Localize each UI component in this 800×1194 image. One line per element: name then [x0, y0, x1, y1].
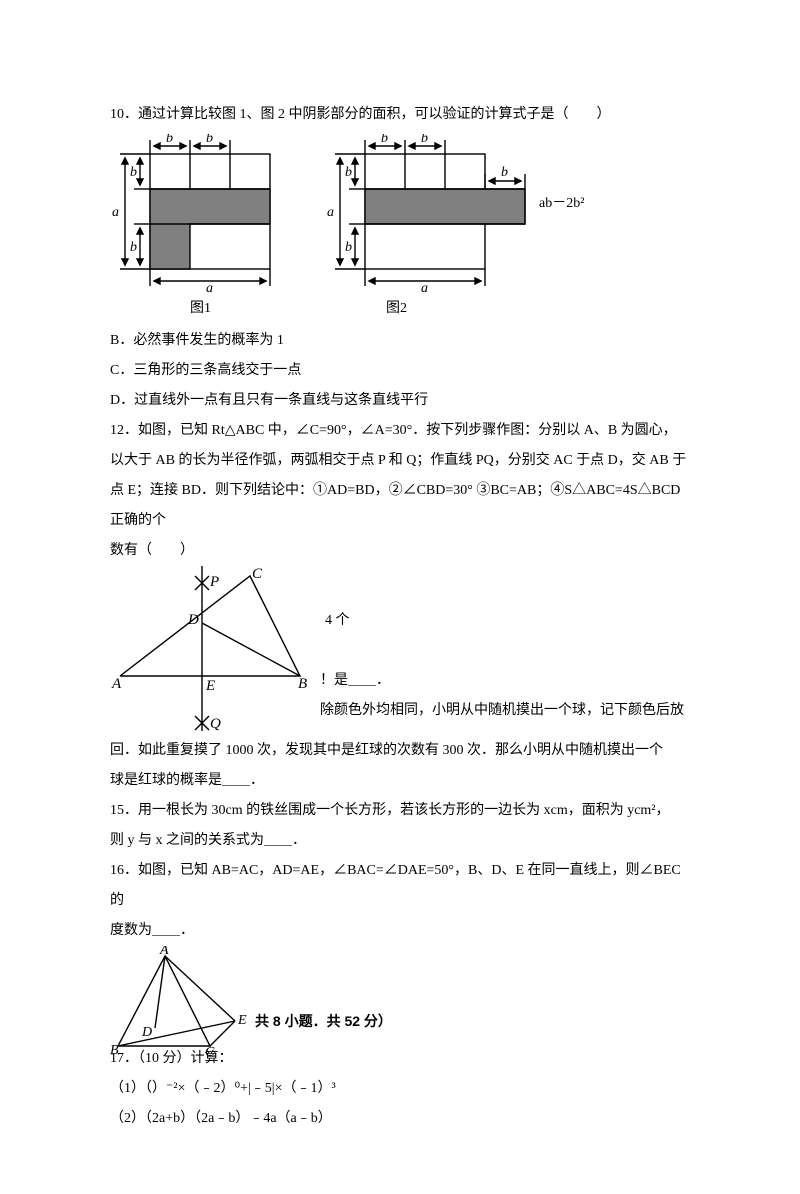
svg-text:b: b: [421, 134, 428, 146]
q16-figure-block: A B C D E 共 8 小题．共 52 分）: [110, 946, 690, 1056]
q16-figure: A B C D E: [110, 946, 260, 1056]
q10-figlabels: 图1 图2: [110, 294, 690, 324]
svg-text:b: b: [206, 134, 213, 146]
lbl-D: D: [187, 612, 199, 628]
lbl-Q: Q: [210, 716, 221, 732]
svg-text:a: a: [327, 205, 334, 220]
q12-side3: 除颜色外均相同，小明从中随机摸出一个球，记下颜色后放: [320, 696, 720, 726]
q10-optC: C．三角形的三条高线交于一点: [110, 356, 690, 386]
svg-text:a: a: [112, 205, 119, 220]
q10-optD: D．过直线外一点有且只有一条直线与这条直线平行: [110, 386, 690, 416]
lbl-E: E: [205, 678, 215, 694]
q15-l1: 15．用一根长为 30cm 的铁丝围成一个长方形，若该长方形的一边长为 xcm，…: [110, 796, 690, 826]
svg-text:b: b: [501, 165, 508, 180]
q15-l2: 则 y 与 x 之间的关系式为＿＿．: [110, 826, 690, 856]
svg-text:A: A: [159, 946, 169, 958]
lbl-B: B: [298, 676, 307, 692]
svg-text:b: b: [166, 134, 173, 146]
svg-text:b: b: [130, 165, 137, 180]
q12-figure: A B C D E P Q: [110, 566, 320, 736]
q12-l2: 以大于 AB 的长为半径作弧，两弧相交于点 P 和 Q；作直线 PQ，分别交 A…: [110, 446, 690, 476]
svg-text:b: b: [345, 165, 352, 180]
q12-l4: 数有（ ）: [110, 536, 690, 566]
q12-l3: 点 E；连接 BD．则下列结论中：①AD=BD，②∠CBD=30° ③BC=AB…: [110, 476, 690, 536]
svg-text:b: b: [345, 240, 352, 255]
q16-l2: 度数为＿＿．: [110, 916, 690, 946]
lbl-A: A: [111, 676, 122, 692]
q14-l2: 球是红球的概率是＿＿．: [110, 766, 690, 796]
svg-text:E: E: [237, 1013, 247, 1028]
svg-text:b: b: [130, 240, 137, 255]
svg-text:a: a: [206, 281, 213, 294]
fig2-label: 图2: [386, 294, 407, 324]
svg-text:C: C: [205, 1045, 215, 1056]
q12-l1: 12．如图，已知 Rt△ABC 中，∠C=90°，∠A=30°．按下列步骤作图：…: [110, 416, 690, 446]
q10-side: ab－2b²: [539, 189, 584, 219]
q10-text: 10．通过计算比较图 1、图 2 中阴影部分的面积，可以验证的计算式子是（ ）: [110, 100, 690, 130]
q12-side1: 4 个: [325, 606, 725, 636]
q10-figures: b b a b b a: [110, 134, 690, 294]
q17-l2: （2）（2a+b）（2a﹣b）﹣4a（a﹣b）: [110, 1104, 690, 1134]
svg-text:a: a: [421, 281, 428, 294]
svg-text:b: b: [381, 134, 388, 146]
q17-l1: （1）（）⁻²×（﹣2）⁰+|﹣5|×（﹣1）³: [110, 1074, 690, 1104]
q10-fig1: b b a b b a: [110, 134, 295, 294]
svg-text:B: B: [110, 1043, 119, 1056]
fig1-label: 图1: [190, 294, 211, 324]
q12-side2: ！是＿＿．: [320, 666, 720, 696]
q16-side: 共 8 小题．共 52 分）: [255, 1006, 392, 1036]
q16-l1: 16．如图，已知 AB=AC，AD=AE，∠BAC=∠DAE=50°，B、D、E…: [110, 856, 690, 916]
q10-optB: B．必然事件发生的概率为 1: [110, 326, 690, 356]
svg-text:D: D: [141, 1025, 152, 1040]
q12-figure-block: A B C D E P Q 4 个 ！是＿＿． 除颜色外均相同，小明从中随机摸出…: [110, 566, 690, 736]
lbl-P: P: [209, 574, 219, 590]
lbl-C: C: [252, 566, 263, 582]
q10-fig2: b b b a b b a: [325, 134, 535, 294]
q14-l1: 回．如此重复摸了 1000 次，发现其中是红球的次数有 300 次．那么小明从中…: [110, 736, 690, 766]
